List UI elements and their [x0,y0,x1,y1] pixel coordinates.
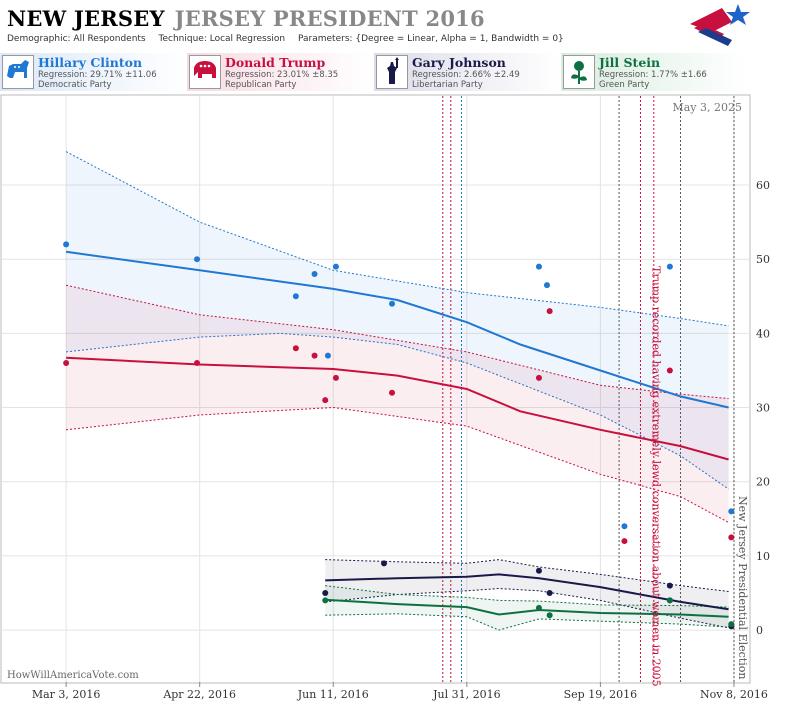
poll-point [621,523,628,530]
poll-point [322,397,329,404]
poll-point [728,534,735,541]
y-tick-label: 10 [756,550,770,563]
parameters-line: Demographic: All Respondents Technique: … [7,34,574,44]
poll-point [194,256,201,263]
candidate-regression: Regression: 1.77% ±1.66 [599,70,707,80]
poll-point [63,241,70,248]
y-tick-label: 50 [756,253,770,266]
candidate-party: Libertarian Party [412,80,483,90]
x-tick-label: Nov 8, 2016 [700,688,768,701]
poll-point [621,538,628,545]
y-tick-label: 20 [756,476,770,489]
liberty-icon [376,55,408,89]
x-tick-label: Mar 3, 2016 [32,688,101,701]
poll-point [311,271,318,278]
y-tick-label: 60 [756,179,770,192]
poll-point [535,567,542,574]
candidate-party: Green Party [599,80,650,90]
plot-frame [0,94,751,684]
poll-point [666,263,673,270]
site-logo-icon [690,4,750,46]
annotation-lewd-tape: Trump recorded having extremely lewd con… [649,266,662,687]
candidate-party: Republican Party [225,80,297,90]
confidence-band [66,151,729,490]
candidate-name: Gary Johnson [412,55,506,70]
poll-point [546,589,553,596]
band-upper [325,585,729,608]
y-tick-label: 0 [756,624,763,637]
parameters-label: Parameters: {Degree = Linear, Alpha = 1,… [298,34,564,44]
candidate-regression: Regression: 2.66% ±2.49 [412,70,520,80]
poll-point [546,308,553,315]
trend-line [65,250,729,409]
watermark: HowWillAmericaVote.com [7,670,139,681]
poll-point [322,589,329,596]
confidence-band [325,585,729,631]
state-name: NEW JERSEY [7,6,165,31]
poll-point [389,300,396,307]
y-tick-label: 30 [756,402,770,415]
poll-point [389,389,396,396]
chart-header: NEW JERSEY JERSEY PRESIDENT 2016 Demograp… [0,0,789,50]
poll-point [546,612,553,619]
x-axis: Mar 3, 2016 Apr 22, 2016 Jun 11, 2016 Jul 3… [32,682,768,701]
poll-point [535,374,542,381]
band-lower [66,332,729,490]
poll-point [332,374,339,381]
poll-point [728,508,735,515]
trend-line [66,356,729,461]
candidate-card-johnson[interactable]: Gary Johnson Regression: 2.66% ±2.49 Lib… [374,53,560,91]
poll-point [381,560,388,567]
poll-point [728,621,735,628]
poll-point [535,604,542,611]
x-tick-label: Apr 22, 2016 [162,688,236,701]
y-tick-label: 40 [756,327,770,340]
band-upper [65,284,729,400]
y-axis: 0 10 20 30 40 50 60 [756,179,770,637]
poll-point [292,293,299,300]
x-tick-label: Sep 19, 2016 [564,688,638,701]
elephant-icon [189,55,221,89]
poll-point [666,367,673,374]
poll-point [324,352,331,359]
annotation-election: New Jersey Presidential Election [736,496,749,679]
donkey-icon [2,55,34,89]
poll-point [666,582,673,589]
poll-point [63,360,70,367]
poll-point [311,352,318,359]
candidate-regression: Regression: 23.01% ±8.35 [225,70,339,80]
race-name: JERSEY PRESIDENT 2016 [174,6,485,31]
x-tick-label: Jun 11, 2016 [297,688,369,701]
candidate-card-stein[interactable]: Jill Stein Regression: 1.77% ±1.66 Green… [561,53,747,91]
poll-point [666,597,673,604]
trend-line [325,598,729,618]
rose-icon [563,55,595,89]
candidate-party: Democratic Party [38,80,112,90]
candidate-name: Hillary Clinton [38,55,143,70]
band-upper [65,151,729,327]
poll-point [322,597,329,604]
candidate-name: Donald Trump [225,55,326,70]
page-title: NEW JERSEY JERSEY PRESIDENT 2016 [7,6,485,31]
band-lower [66,406,729,523]
demographic-label: Demographic: All Respondents [7,34,146,44]
poll-point [535,263,542,270]
band-lower [325,613,729,631]
regression-chart: Mar 3, 2016 Apr 22, 2016 Jun 11, 2016 Jul 3… [0,94,770,701]
poll-point [543,282,550,289]
poll-point [292,345,299,352]
technique-label: Technique: Local Regression [158,34,286,44]
candidate-card-trump[interactable]: Donald Trump Regression: 23.01% ±8.35 Re… [187,53,373,91]
event-lines [442,96,735,682]
candidate-regression: Regression: 29.71% ±11.06 [38,70,157,80]
poll-point [332,263,339,270]
confidence-band [66,285,729,523]
poll-points [63,241,735,630]
poll-point [194,360,201,367]
candidate-card-clinton[interactable]: Hillary Clinton Regression: 29.71% ±11.0… [0,53,186,91]
candidate-name: Jill Stein [599,55,661,70]
x-tick-label: Jul 31, 2016 [432,688,501,701]
date-label: May 3, 2025 [672,101,742,114]
trend-lines [65,250,729,618]
